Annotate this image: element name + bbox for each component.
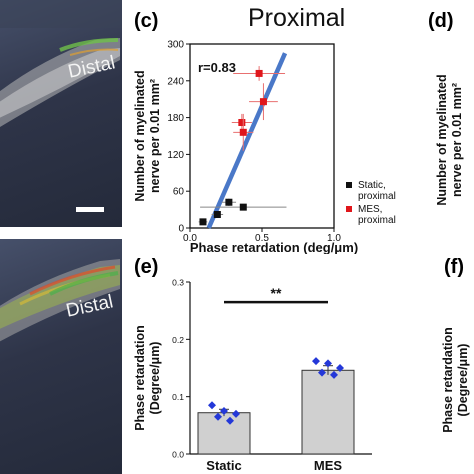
data-point: [220, 407, 228, 415]
data-point: [312, 357, 320, 366]
y-tick-label: 180: [167, 113, 184, 124]
y-tick-label: 120: [167, 150, 184, 161]
bar: [301, 369, 355, 455]
y-tick-label: 0: [178, 224, 184, 235]
y-tick-label: 0.2: [172, 335, 184, 345]
y-axis-label: Number of myelinated: [133, 70, 147, 201]
scatter-chart-proximal: 0 60 120 180 240 300 0.0 0.5 1.0 Number of myelin…: [133, 40, 396, 255]
category-label: Static: [206, 458, 241, 473]
panel-letter-f: (f): [444, 256, 464, 278]
data-point: [238, 119, 246, 127]
data-point: [318, 368, 326, 377]
legend-marker: [346, 182, 352, 188]
category-label: MES: [314, 458, 343, 473]
y-axis-label: Phase retardation: [441, 327, 455, 433]
bar: [197, 412, 251, 455]
y-axis-label: Phase retardation: [133, 325, 147, 431]
x-axis-label: Phase retardation (deg/μm): [190, 240, 358, 254]
bar-chart-phase-retardation: 0.0 0.1 0.2 0.3 Phase retardation (Degree/μm)…: [133, 278, 372, 473]
regression-line: [206, 52, 288, 229]
y-tick-label: 300: [167, 40, 184, 51]
y-axis-label: nerve per 0.01 mm²: [450, 83, 464, 197]
x-tick-label: 1.0: [327, 233, 341, 244]
y-axis-label: Number of myelinated: [435, 74, 449, 205]
correlation-annotation: r=0.83: [198, 60, 236, 75]
data-point: [225, 198, 233, 206]
y-axis-label: nerve per 0.01 mm²: [148, 79, 162, 193]
x-tick-label: 0.5: [255, 233, 269, 244]
legend-label: Static,: [358, 180, 386, 191]
nerve-fluorescence-bottom: [0, 259, 120, 342]
legend-marker: [346, 206, 352, 212]
panel-letter-c: (c): [134, 10, 159, 32]
y-tick-label: 240: [167, 76, 184, 87]
scale-bar-top: [76, 207, 104, 212]
y-axis-label: (Degree/μm): [456, 344, 470, 417]
legend-label: proximal: [358, 215, 396, 226]
chart-f-partial: Phase retardation (Degree/μm): [441, 327, 470, 433]
nerve-fluorescence-top: [0, 0, 122, 128]
y-tick-label: 0.3: [172, 278, 184, 288]
legend-label: proximal: [358, 191, 396, 202]
panel-title-proximal: Proximal: [248, 4, 346, 32]
x-tick-label: 0.0: [183, 233, 197, 244]
data-point: [324, 359, 332, 368]
data-point: [239, 203, 247, 211]
data-point: [239, 128, 247, 136]
significance-label: **: [271, 285, 282, 301]
data-point: [214, 412, 222, 421]
y-tick-label: 0.0: [172, 450, 184, 460]
panel-letter-e: (e): [134, 256, 159, 278]
data-point: [259, 98, 267, 106]
data-point: [255, 69, 263, 77]
y-axis-label: (Degree/μm): [148, 342, 162, 415]
data-point: [208, 401, 216, 410]
panel-letter-d: (d): [428, 10, 454, 32]
data-point: [330, 370, 338, 379]
chart-d-partial: Number of myelinated nerve per 0.01 mm²: [435, 74, 464, 205]
microscopy-image-bottom: Distal: [0, 239, 122, 474]
y-tick-label: 0.1: [172, 392, 184, 402]
microscopy-image-top: Distal: [0, 0, 122, 227]
data-point: [336, 364, 344, 372]
data-point: [213, 211, 221, 219]
data-point: [226, 416, 234, 425]
data-point: [199, 218, 207, 226]
data-point: [232, 409, 240, 418]
legend-label: MES,: [358, 204, 382, 215]
y-tick-label: 60: [173, 187, 185, 198]
